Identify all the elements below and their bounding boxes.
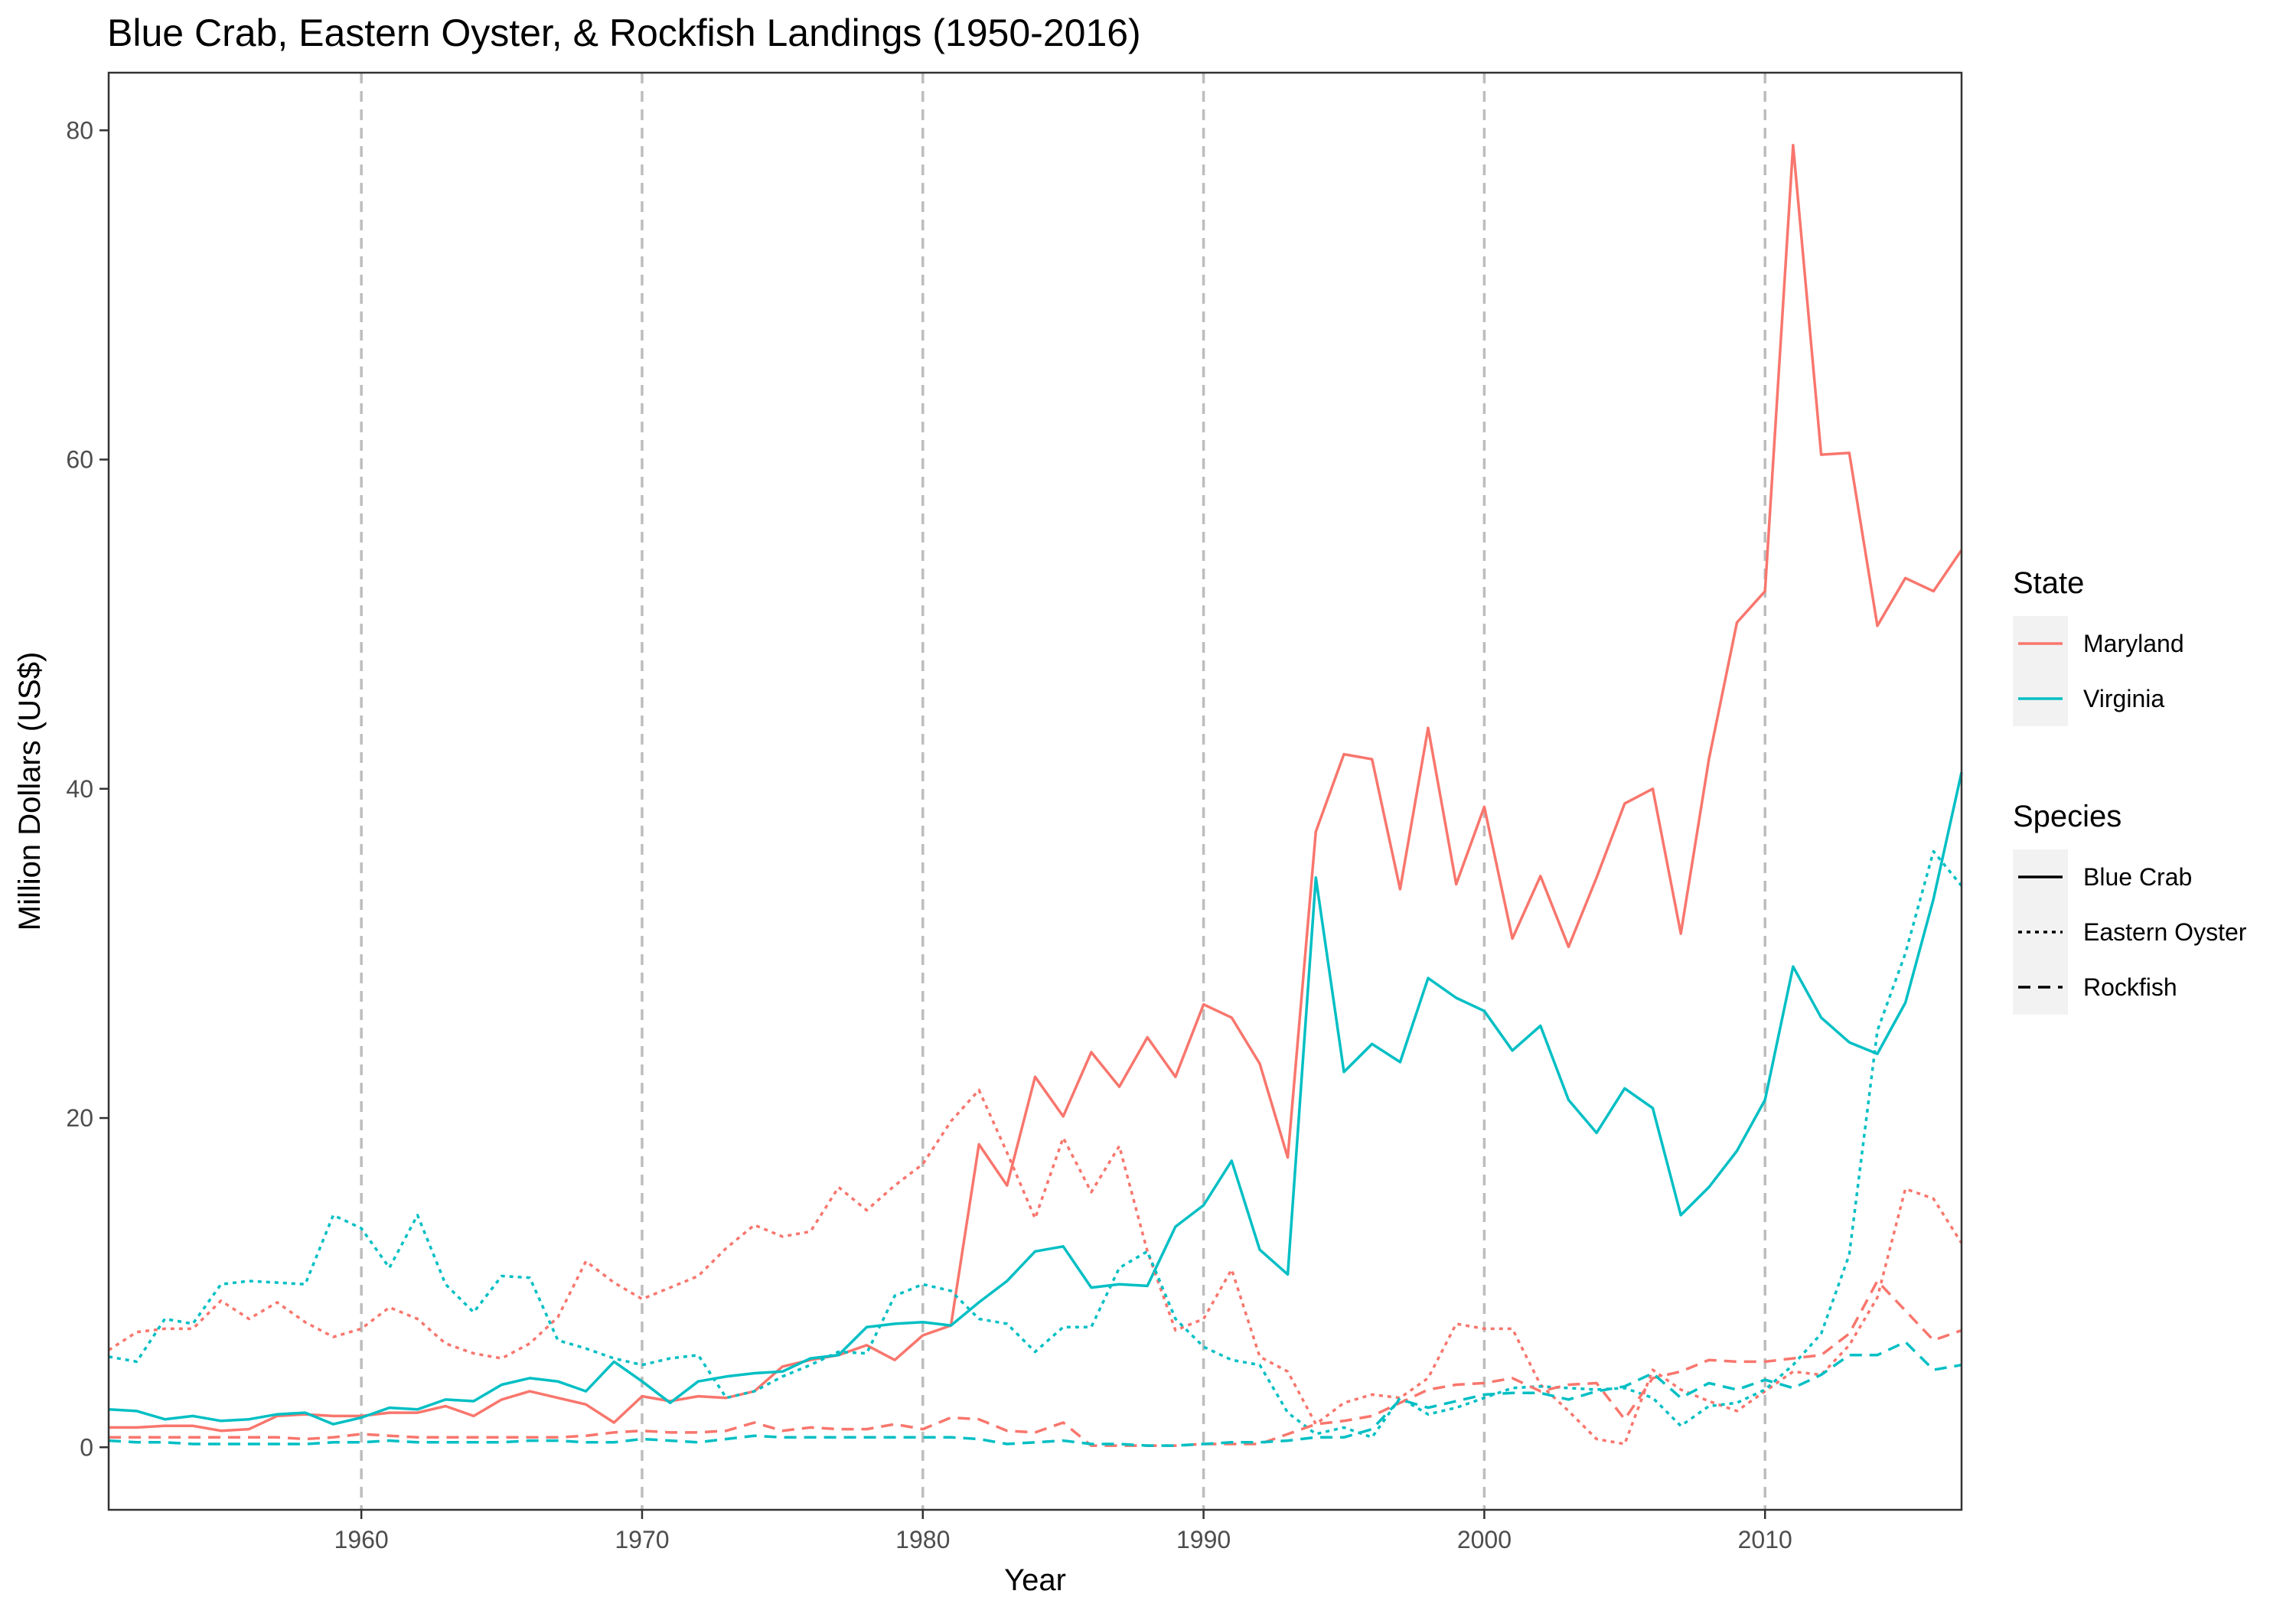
legend-label-eastern-oyster: Eastern Oyster (2083, 918, 2247, 946)
legend-title-state: State (2013, 566, 2084, 600)
legend-title-species: Species (2013, 800, 2122, 833)
series-lines (108, 143, 1963, 1447)
series-line-maryland-eastern-oyster (108, 1088, 1963, 1446)
axes: 1960 1970 1980 1990 2000 2010 0 20 40 60 80 (66, 116, 1792, 1553)
series-line-virginia-blue-crab (108, 771, 1963, 1426)
y-tick-label-40: 40 (66, 775, 93, 803)
x-tick-label-1980: 1980 (895, 1526, 950, 1553)
plot-panel-border (107, 71, 1963, 1511)
series-line-virginia-rockfish (108, 1340, 1962, 1447)
y-tick-label-60: 60 (66, 446, 93, 474)
y-axis-title: Million Dollars (US$) (13, 652, 47, 931)
x-tick-label-1990: 1990 (1176, 1526, 1231, 1553)
series-line-maryland-rockfish (109, 1279, 1962, 1447)
legend: State Maryland Virginia Species Blue Crab Eas… (2013, 566, 2247, 1015)
y-tick-label-20: 20 (66, 1104, 93, 1132)
series-line-virginia-eastern-oyster (108, 849, 1963, 1439)
legend-label-maryland: Maryland (2083, 630, 2184, 657)
x-tick-label-1960: 1960 (334, 1526, 389, 1553)
x-tick-label-2010: 2010 (1738, 1526, 1792, 1553)
x-tick-label-2000: 2000 (1457, 1526, 1512, 1553)
gridlines (360, 73, 1766, 1510)
x-tick-label-1970: 1970 (615, 1526, 669, 1553)
x-axis-title: Year (1004, 1563, 1066, 1597)
legend-label-rockfish: Rockfish (2083, 973, 2177, 1001)
chart-title: Blue Crab, Eastern Oyster, & Rockfish La… (107, 11, 1141, 54)
series-line-maryland-blue-crab (109, 143, 1963, 1433)
y-tick-label-80: 80 (66, 116, 93, 144)
legend-label-virginia: Virginia (2083, 685, 2164, 712)
legend-label-blue-crab: Blue Crab (2083, 863, 2192, 891)
y-tick-label-0: 0 (80, 1433, 93, 1461)
